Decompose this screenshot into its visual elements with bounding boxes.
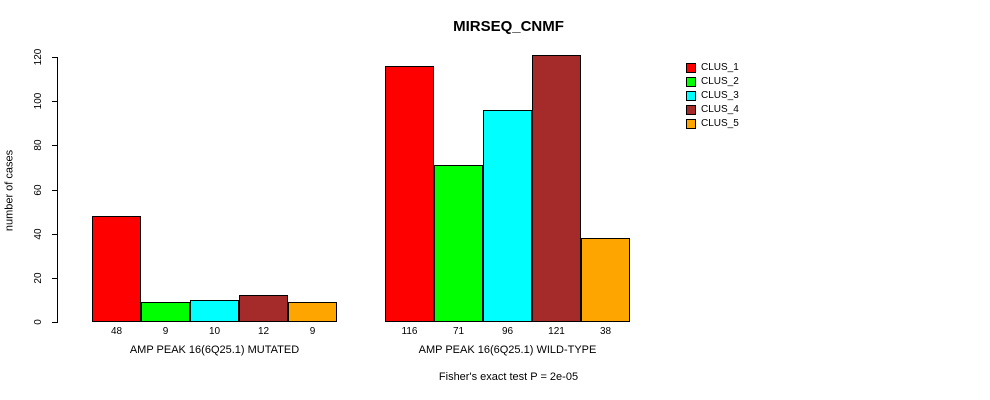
- legend-item: CLUS_5: [686, 117, 739, 130]
- annotation-text: Fisher's exact test P = 2e-05: [438, 371, 579, 383]
- bar-value-label: 9: [162, 326, 169, 337]
- bar-value-label: 12: [257, 326, 270, 337]
- y-axis-tick: [52, 101, 57, 102]
- legend-swatch-icon: [686, 118, 696, 129]
- legend-item: CLUS_2: [686, 75, 739, 88]
- chart-title: MIRSEQ_CNMF: [453, 18, 564, 35]
- legend-swatch-icon: [686, 76, 696, 87]
- bar-value-label: 10: [208, 326, 221, 337]
- y-axis-tick: [52, 234, 57, 235]
- bar-clus_4: [239, 295, 288, 322]
- legend-swatch-icon: [686, 90, 696, 101]
- y-tick-label: 20: [33, 272, 44, 284]
- bar-clus_1: [385, 66, 434, 322]
- bar-value-label: 48: [110, 326, 123, 337]
- y-tick-label: 100: [33, 92, 44, 110]
- y-axis-tick: [52, 278, 57, 279]
- bar-value-label: 9: [309, 326, 316, 337]
- legend-item: CLUS_1: [686, 61, 739, 74]
- y-axis-tick: [52, 322, 57, 323]
- legend-swatch-icon: [686, 104, 696, 115]
- bar-clus_1: [92, 216, 141, 322]
- y-tick-label: 120: [33, 48, 44, 66]
- y-tick-label: 60: [33, 184, 44, 196]
- legend-label: CLUS_5: [701, 118, 739, 129]
- bar-value-label: 38: [599, 326, 612, 337]
- legend-label: CLUS_2: [701, 76, 739, 87]
- group-label: AMP PEAK 16(6Q25.1) MUTATED: [129, 344, 300, 356]
- y-axis-tick: [52, 190, 57, 191]
- legend-item: CLUS_4: [686, 103, 739, 116]
- bar-clus_3: [483, 110, 532, 322]
- y-axis-tick: [52, 145, 57, 146]
- bar-value-label: 116: [401, 326, 418, 337]
- legend-label: CLUS_1: [701, 62, 739, 73]
- bar-clus_5: [581, 238, 630, 322]
- y-tick-label: 80: [33, 139, 44, 151]
- bar-value-label: 121: [548, 326, 565, 337]
- legend-swatch-icon: [686, 62, 696, 73]
- y-axis-tick: [52, 57, 57, 58]
- legend-label: CLUS_4: [701, 104, 739, 115]
- bar-clus_2: [434, 165, 483, 322]
- bar-clus_4: [532, 55, 581, 322]
- group-label: AMP PEAK 16(6Q25.1) WILD-TYPE: [418, 344, 597, 356]
- y-tick-label: 0: [33, 319, 44, 325]
- bar-value-label: 96: [501, 326, 514, 337]
- legend-label: CLUS_3: [701, 90, 739, 101]
- bar-value-label: 71: [452, 326, 465, 337]
- legend: CLUS_1 CLUS_2 CLUS_3 CLUS_4 CLUS_5: [686, 61, 739, 131]
- bar-clus_2: [141, 302, 190, 322]
- y-axis-label: number of cases: [3, 149, 16, 232]
- y-axis-line: [57, 57, 58, 323]
- y-tick-label: 40: [33, 228, 44, 240]
- bar-clus_3: [190, 300, 239, 322]
- bar-clus_5: [288, 302, 337, 322]
- legend-item: CLUS_3: [686, 89, 739, 102]
